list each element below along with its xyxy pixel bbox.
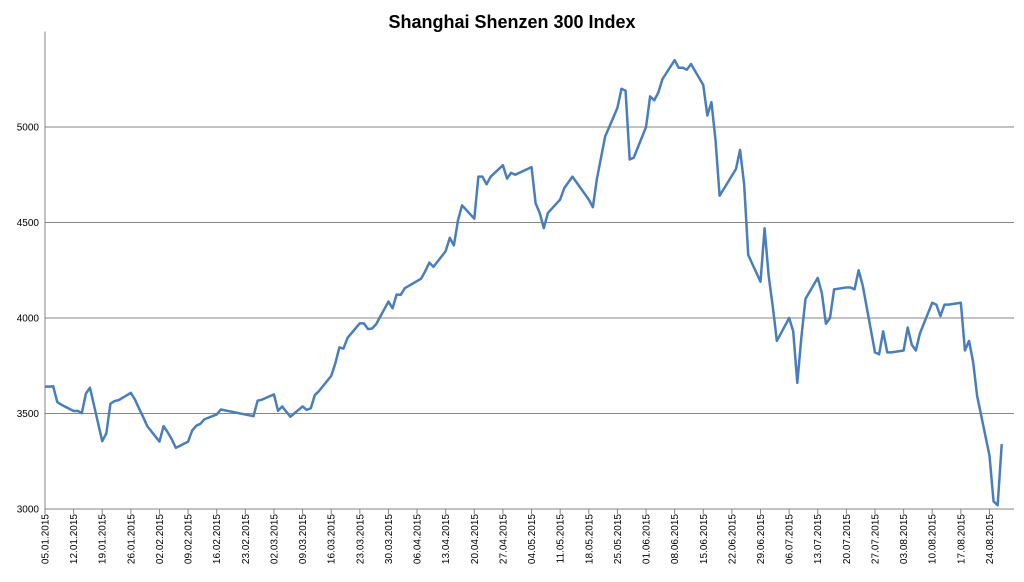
x-tick-label: 24.08.2015 (985, 514, 996, 564)
x-tick-label: 09.02.2015 (184, 514, 195, 564)
x-tick-label: 11.05.2015 (556, 514, 567, 564)
x-tick-label: 13.07.2015 (813, 514, 824, 564)
x-tick-label: 30.03.2015 (384, 514, 395, 564)
x-tick-label: 12.01.2015 (69, 514, 80, 564)
x-tick-label: 20.07.2015 (842, 514, 853, 564)
x-tick-label: 16.03.2015 (327, 514, 338, 564)
y-tick-label: 3000 (17, 505, 40, 516)
x-tick-label: 02.02.2015 (155, 514, 166, 564)
x-tick-label: 17.08.2015 (956, 514, 967, 564)
x-tick-label: 22.06.2015 (727, 514, 738, 564)
x-tick-label: 09.03.2015 (298, 514, 309, 564)
x-tick-label: 03.08.2015 (899, 514, 910, 564)
y-tick-label: 4000 (17, 314, 40, 325)
data-line (45, 58, 1003, 507)
x-tick-label: 06.07.2015 (785, 514, 796, 564)
x-tick-label: 08.06.2015 (670, 514, 681, 564)
chart-title: Shanghai Shenzen 300 Index (388, 12, 635, 32)
x-tick-label: 26.01.2015 (126, 514, 137, 564)
x-tick-label: 27.04.2015 (498, 514, 509, 564)
y-tick-label: 5000 (17, 123, 40, 134)
x-tick-label: 15.06.2015 (699, 514, 710, 564)
x-tick-label: 06.04.2015 (413, 514, 424, 564)
x-tick-label: 13.04.2015 (441, 514, 452, 564)
x-tick-label: 20.04.2015 (470, 514, 481, 564)
x-tick-label: 10.08.2015 (928, 514, 939, 564)
x-tick-label: 18.05.2015 (584, 514, 595, 564)
x-tick-label: 23.02.2015 (241, 514, 252, 564)
y-tick-label: 4500 (17, 218, 40, 229)
x-tick-label: 04.05.2015 (527, 514, 538, 564)
x-tick-label: 19.01.2015 (98, 514, 109, 564)
x-tick-label: 23.03.2015 (355, 514, 366, 564)
x-tick-label: 02.03.2015 (269, 514, 280, 564)
x-tick-label: 05.01.2015 (41, 514, 52, 564)
x-tick-label: 16.02.2015 (212, 514, 223, 564)
y-tick-label: 3500 (17, 409, 40, 420)
x-tick-label: 25.05.2015 (613, 514, 624, 564)
x-tick-label: 27.07.2015 (870, 514, 881, 564)
x-tick-label: 29.06.2015 (756, 514, 767, 564)
x-tick-label: 01.06.2015 (642, 514, 653, 564)
